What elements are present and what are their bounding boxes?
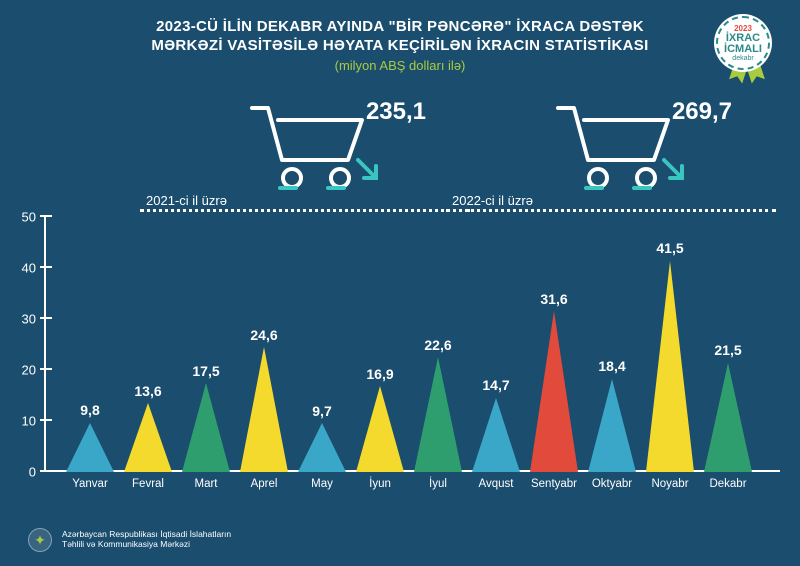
cart-icon (250, 102, 380, 194)
cart-year-label: 2021-ci il üzrə (146, 193, 227, 208)
bar-value-label: 22,6 (424, 337, 451, 353)
bar-shape (646, 261, 694, 472)
y-tick-label: 10 (22, 414, 36, 429)
bar-value-label: 17,5 (192, 363, 219, 379)
bar-shape (472, 398, 520, 472)
bar-category-label: Aprel (251, 478, 278, 490)
title-line-1: 2023-CÜ İLİN DEKABR AYINDA "BİR PƏNCƏRƏ"… (40, 18, 760, 37)
bar-value-label: 9,8 (80, 402, 99, 418)
y-tick (40, 266, 52, 268)
cart-value: 269,7 (672, 98, 732, 126)
bar-category-label: Noyabr (651, 478, 688, 490)
bar-shape (66, 423, 114, 472)
y-tick (40, 317, 52, 319)
year-callouts: 235,1 2021-ci il üzrə 269,7 (0, 102, 800, 222)
cart-year-label: 2022-ci il üzrə (452, 193, 533, 208)
footer-line2: Təhlili və Kommunikasiya Mərkəzi (62, 540, 231, 550)
y-tick (40, 368, 52, 370)
bar-shape (588, 379, 636, 472)
bar-value-label: 41,5 (656, 240, 683, 256)
bar-category-label: İyun (369, 478, 391, 490)
badge: 2023 İXRAC İCMALI dekabr (716, 16, 782, 82)
bar-shape (298, 423, 346, 472)
bar-value-label: 24,6 (250, 327, 277, 343)
bar-value-label: 14,7 (482, 377, 509, 393)
bar-shape (124, 403, 172, 472)
y-tick-label: 20 (22, 363, 36, 378)
bar-value-label: 16,9 (366, 366, 393, 382)
bar-category-label: İyul (429, 478, 447, 490)
y-tick (40, 419, 52, 421)
bar-category-label: May (311, 478, 333, 490)
chart: 01020304050 9,8Yanvar13,6Fevral17,5Mart2… (44, 216, 780, 496)
bar-value-label: 18,4 (598, 358, 625, 374)
bar-shape (182, 383, 230, 472)
bar-category-label: Dekabr (709, 478, 746, 490)
bar-category-label: Yanvar (72, 478, 108, 490)
bar-value-label: 21,5 (714, 342, 741, 358)
cart-value: 235,1 (366, 98, 426, 126)
footer-logo-icon: ✦ (28, 528, 52, 552)
bar-shape (240, 347, 288, 472)
y-axis: 01020304050 (44, 217, 46, 472)
plot-area: 9,8Yanvar13,6Fevral17,5Mart24,6Aprel9,7M… (62, 216, 780, 472)
bar-category-label: Mart (195, 478, 218, 490)
bar-shape (530, 311, 578, 472)
bar-value-label: 31,6 (540, 291, 567, 307)
y-tick-label: 40 (22, 261, 36, 276)
bar-value-label: 13,6 (134, 383, 161, 399)
bar-shape (356, 386, 404, 472)
subtitle: (milyon ABŞ dolları ilə) (40, 58, 760, 73)
bar-category-label: Fevral (132, 478, 164, 490)
header: 2023-CÜ İLİN DEKABR AYINDA "BİR PƏNCƏRƏ"… (0, 0, 800, 77)
y-tick-label: 0 (29, 465, 36, 480)
cart-callout-1: 269,7 2022-ci il üzrə (556, 102, 776, 212)
cart-callout-0: 235,1 2021-ci il üzrə (250, 102, 470, 212)
badge-month: dekabr (732, 55, 753, 62)
footer: ✦ Azərbaycan Respublikası İqtisadi İslah… (28, 528, 231, 552)
y-tick (40, 215, 52, 217)
cart-icon (556, 102, 686, 194)
bar-value-label: 9,7 (312, 403, 331, 419)
bar-category-label: Sentyabr (531, 478, 577, 490)
bar-category-label: Oktyabr (592, 478, 632, 490)
y-tick-label: 50 (22, 210, 36, 225)
bar-shape (414, 357, 462, 472)
y-tick-label: 30 (22, 312, 36, 327)
bar-category-label: Avqust (479, 478, 514, 490)
bar-shape (704, 363, 752, 472)
badge-line1: İXRAC (726, 33, 760, 44)
title-line-2: MƏRKƏZİ VASİTƏSİLƏ HƏYATA KEÇİRİLƏN İXRA… (40, 37, 760, 56)
badge-line2: İCMALI (724, 44, 762, 55)
